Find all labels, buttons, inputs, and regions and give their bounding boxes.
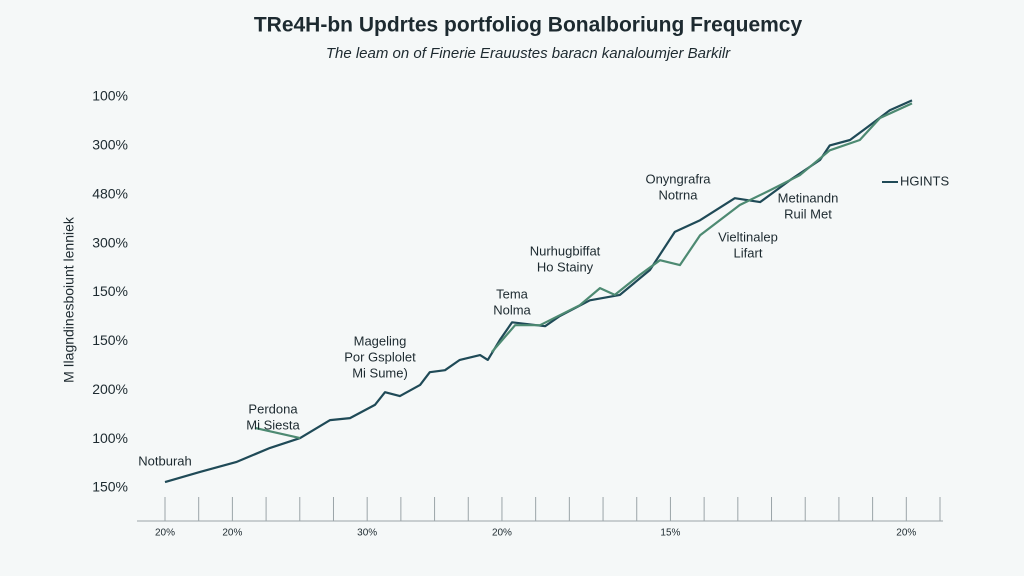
chart-title: TRe4H-bn Updrtes portfoliog Bonalboriung… [254,14,803,37]
series-line [254,426,301,440]
y-tick-label: 200% [92,381,128,397]
annotation: Perdona [248,401,298,416]
y-tick-label: 100% [92,430,128,446]
y-tick-label: 150% [92,479,128,495]
annotation: Notburah [138,453,191,468]
chart-subtitle: The leam on of Finerie Erauustes baracn … [326,45,731,62]
annotation: Mageling [354,333,407,348]
y-tick-label: 150% [92,332,128,348]
series-line [490,102,913,353]
annotation: Tema [496,286,529,301]
y-tick-label: 150% [92,283,128,299]
x-tick-label: 30% [357,528,377,539]
annotation: Onyngrafra [645,171,711,186]
annotation: Metinandn [778,190,839,205]
x-tick-label: 20% [896,528,916,539]
annotation: Vieltinalep [718,229,778,244]
y-axis-label: M Ilagndinesboiunt lenniek [61,216,77,383]
x-tick-label: 20% [492,528,512,539]
annotation: Mi Siesta [246,417,300,432]
annotation: Ruil Met [784,206,832,221]
legend-label: HGINTS [900,173,949,188]
x-tick-label: 15% [660,528,680,539]
x-tick-label: 20% [222,528,242,539]
annotation: Mi Sume) [352,365,408,380]
annotation: Lifart [734,245,763,260]
annotation: Notrna [658,187,698,202]
annotation: Por Gsplolet [344,349,416,364]
x-tick-label: 20% [155,528,175,539]
y-tick-label: 480% [92,185,128,201]
y-tick-label: 300% [92,234,128,250]
annotation: Nurhugbiffat [530,243,601,258]
annotation: Nolma [493,302,531,317]
y-tick-label: 300% [92,137,128,153]
annotation: Ho Stainy [537,259,594,274]
y-tick-label: 100% [92,88,128,104]
